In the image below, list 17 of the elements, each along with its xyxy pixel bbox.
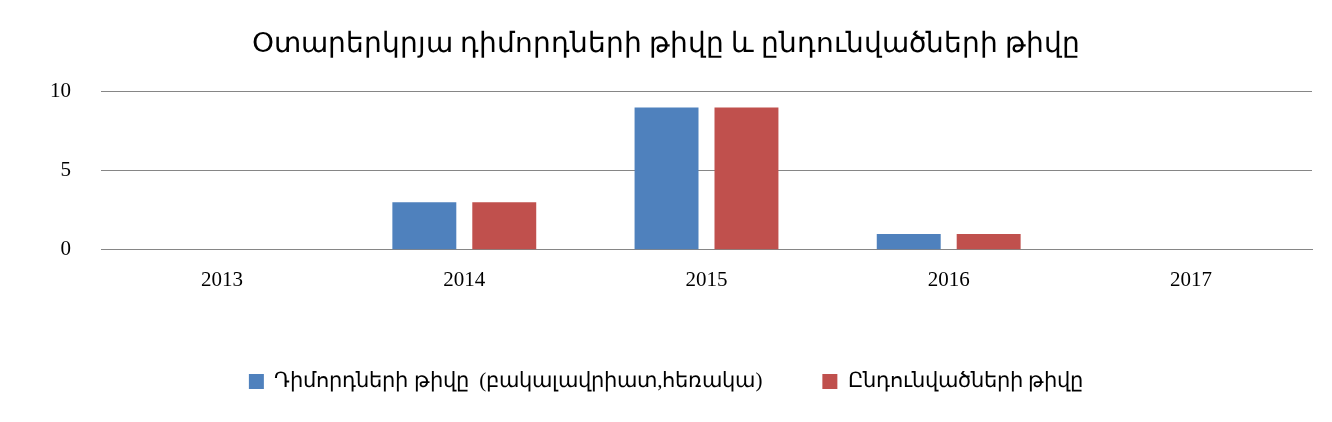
chart-title: Օտարերկրյա դիմորդների թիվը և ընդունվածների թիվը	[252, 27, 1080, 59]
y-tick-label: 0	[60, 236, 71, 261]
bar	[956, 233, 1021, 250]
x-tick-label: 2016	[927, 266, 970, 291]
y-tick-label: 10	[50, 78, 71, 103]
x-tick-label: 2015	[685, 266, 728, 291]
x-tick-label: 2013	[201, 266, 244, 291]
x-tick-label: 2017	[1169, 266, 1212, 291]
legend-label: Դիմորդների թիվը (բակալավրիատ,հեռակա)	[274, 368, 763, 393]
bar	[714, 107, 779, 250]
bar	[472, 202, 537, 250]
bar	[392, 202, 457, 250]
legend-label: Ընդունվածների թիվը	[847, 368, 1084, 393]
y-tick-label: 5	[60, 157, 71, 182]
bar	[634, 107, 699, 250]
x-tick-label: 2014	[443, 266, 486, 291]
bar	[876, 233, 941, 250]
